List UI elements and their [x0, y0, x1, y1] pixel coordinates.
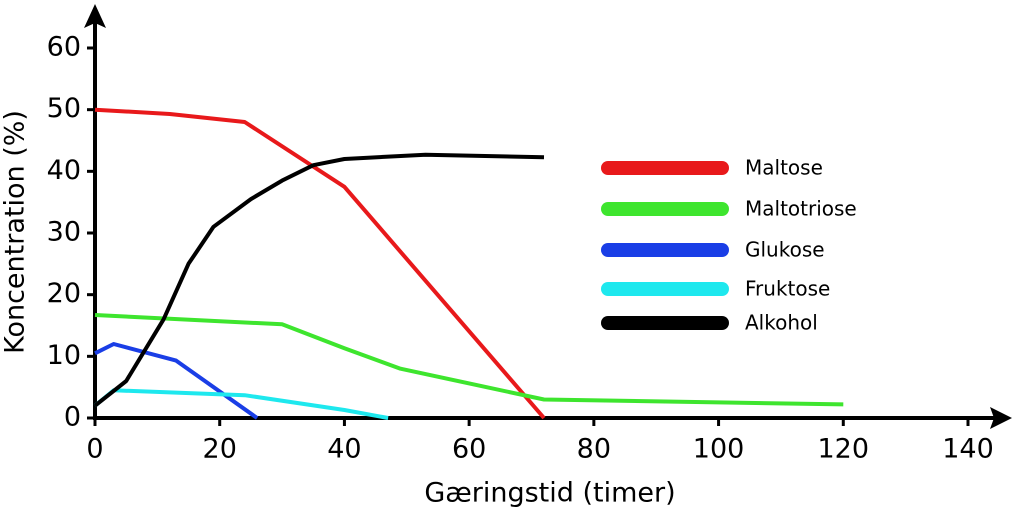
y-tick-label: 50: [47, 93, 81, 124]
y-tick-label: 20: [47, 278, 81, 309]
y-tick-label: 30: [47, 217, 81, 248]
series-line: [93, 152, 545, 408]
y-tick-label: 0: [64, 402, 81, 433]
legend-label: Glukose: [745, 238, 825, 262]
x-tick-label: 0: [86, 434, 103, 465]
x-tick-label: 80: [577, 434, 611, 465]
x-tick-label: 60: [452, 434, 486, 465]
legend-label: Alkohol: [745, 311, 818, 335]
x-axis-arrow: [990, 407, 1012, 429]
y-axis-label: Koncentration (%): [0, 110, 31, 354]
series-line: [93, 388, 389, 420]
x-tick-label: 100: [693, 434, 745, 465]
x-tick-label: 140: [942, 434, 994, 465]
x-tick-label: 120: [818, 434, 870, 465]
x-tick-label: 20: [203, 434, 237, 465]
y-tick-label: 60: [47, 32, 81, 63]
series-line: [94, 342, 259, 420]
legend-label: Maltotriose: [745, 197, 857, 221]
legend-label: Maltose: [745, 156, 823, 180]
x-tick-label: 40: [327, 434, 361, 465]
x-axis-label: Gæringstid (timer): [424, 478, 675, 509]
series-line: [94, 313, 844, 407]
y-tick-label: 10: [47, 340, 81, 371]
series-line: [94, 107, 546, 420]
legend-label: Fruktose: [745, 277, 830, 301]
y-tick-label: 40: [47, 155, 81, 186]
y-axis-arrow: [84, 4, 106, 28]
